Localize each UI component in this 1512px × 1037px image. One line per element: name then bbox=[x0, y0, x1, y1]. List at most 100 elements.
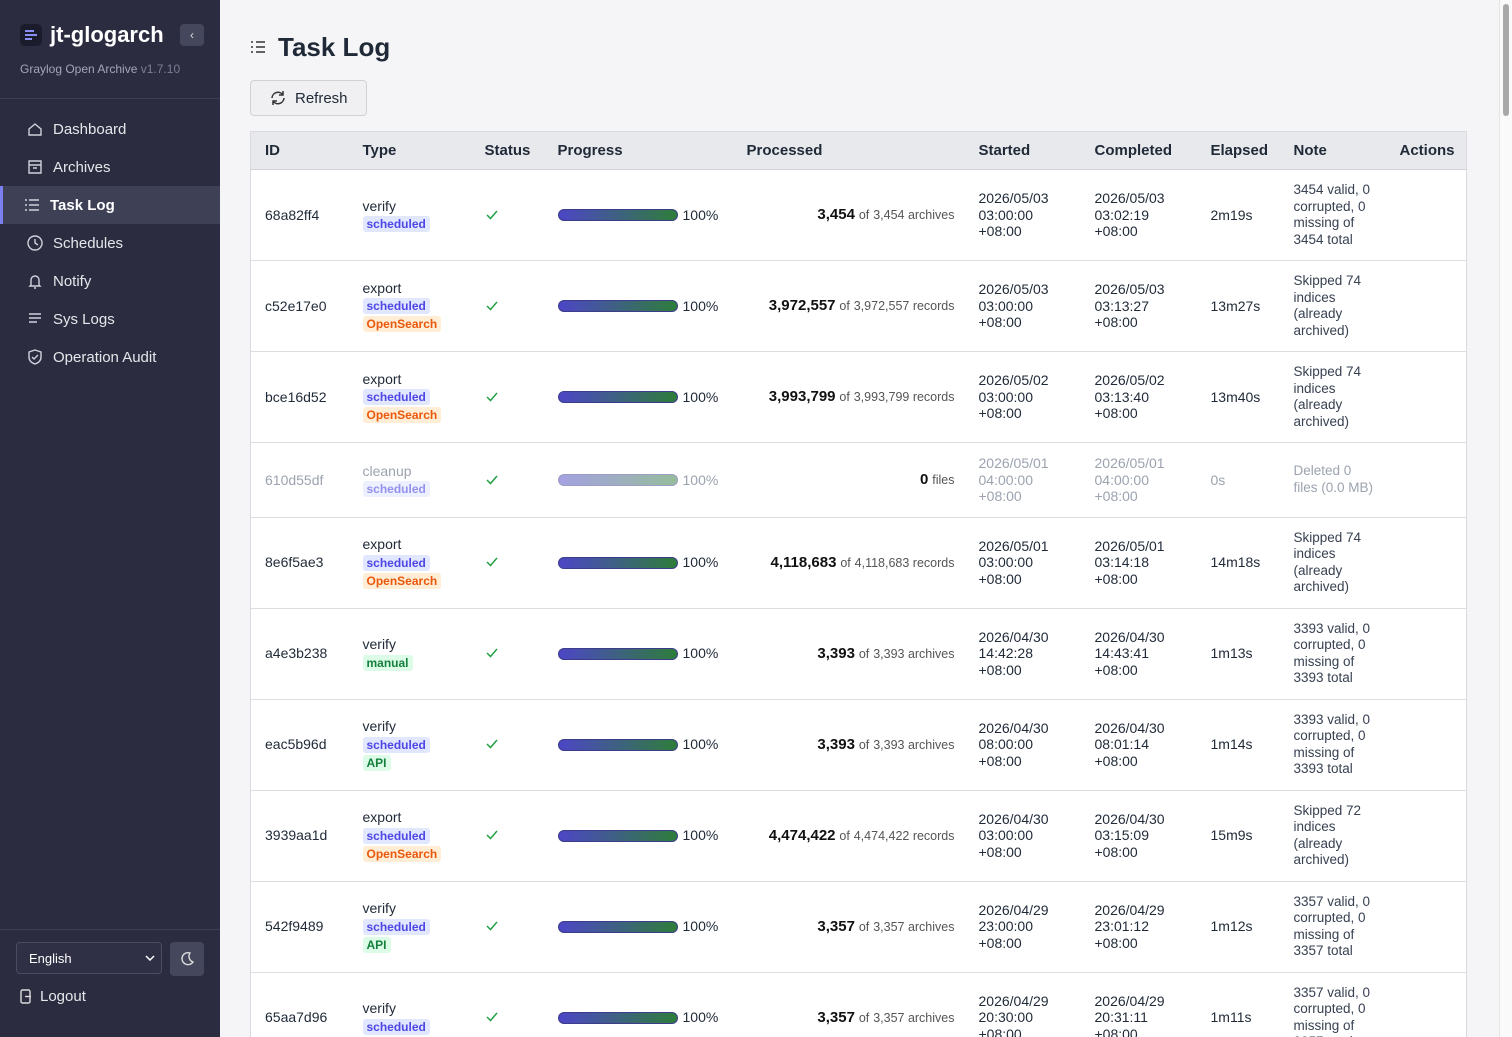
type-label: export bbox=[362, 279, 402, 296]
progress-cell: 100% bbox=[543, 169, 733, 261]
progress-label: 100% bbox=[682, 471, 719, 488]
task-id: 542f9489 bbox=[250, 881, 349, 973]
note: Skipped 74 indices (already archived) bbox=[1279, 260, 1386, 352]
task-row: a4e3b238 verify manual 100% 3,393 of 3,393 a… bbox=[250, 608, 1467, 700]
status bbox=[470, 442, 544, 518]
tag-wrap: scheduled bbox=[362, 1017, 461, 1035]
nav-label: Archives bbox=[53, 158, 111, 176]
table-body: 68a82ff4 verify scheduled 100% 3,454 of 3,45… bbox=[250, 169, 1467, 1037]
actions bbox=[1385, 608, 1467, 700]
actions bbox=[1385, 790, 1467, 882]
column-header: Note bbox=[1279, 131, 1386, 170]
nav-item[interactable]: Task Log bbox=[0, 186, 220, 224]
nav-icon bbox=[28, 160, 42, 174]
elapsed: 1m14s bbox=[1196, 699, 1280, 791]
processed-total: 3,972,557 records bbox=[853, 299, 955, 314]
progress-bar bbox=[557, 647, 678, 660]
brand-name: jt-glogarch bbox=[50, 22, 164, 47]
nav-icon bbox=[28, 349, 42, 365]
tag-wrap: OpenSearch bbox=[362, 571, 461, 589]
language-select[interactable]: English bbox=[16, 942, 163, 974]
tag-wrap: API bbox=[362, 935, 461, 953]
completed: 2026/05/01 03:14:18 +08:00 bbox=[1080, 517, 1197, 609]
task-row: 68a82ff4 verify scheduled 100% 3,454 of 3,45… bbox=[250, 169, 1467, 261]
task-id: 8e6f5ae3 bbox=[250, 517, 349, 609]
processed-count: 3,393 bbox=[817, 735, 855, 753]
progress-label: 100% bbox=[682, 297, 719, 314]
task-type: verify scheduled bbox=[348, 169, 471, 261]
nav-item[interactable]: Dashboard bbox=[0, 110, 220, 148]
progress: 100% bbox=[557, 918, 723, 935]
processed: 3,972,557 of 3,972,557 records bbox=[732, 260, 965, 352]
progress-cell: 100% bbox=[543, 351, 733, 443]
refresh-button[interactable]: Refresh bbox=[250, 80, 367, 116]
tag: scheduled bbox=[362, 216, 430, 233]
check-icon bbox=[485, 648, 498, 658]
nav-item[interactable]: Operation Audit bbox=[0, 338, 220, 376]
task-row: 542f9489 verify scheduled API 100% 3,357 of 3… bbox=[250, 881, 1467, 973]
status bbox=[470, 517, 544, 609]
language: English bbox=[29, 950, 72, 966]
actions bbox=[1385, 881, 1467, 973]
processed-total: 3,393 archives bbox=[873, 737, 955, 752]
processed-total: 3,357 archives bbox=[873, 919, 955, 934]
scrollbar[interactable] bbox=[1499, 0, 1512, 1037]
processed: 4,118,683 of 4,118,683 records bbox=[732, 517, 965, 609]
progress: 100% bbox=[557, 471, 723, 489]
note: 3454 valid, 0 corrupted, 0 missing of 34… bbox=[1279, 169, 1386, 261]
note: Skipped 74 indices (already archived) bbox=[1279, 351, 1386, 443]
tag-wrap: API bbox=[362, 753, 461, 771]
tag-wrap: OpenSearch bbox=[362, 844, 461, 862]
type-label: verify bbox=[362, 1000, 396, 1017]
logout[interactable]: Logout bbox=[16, 988, 204, 1005]
task-type: export scheduled OpenSearch bbox=[348, 260, 471, 352]
scroll-thumb[interactable] bbox=[1503, 4, 1509, 116]
processed-count: 3,357 bbox=[817, 917, 855, 935]
elapsed: 13m40s bbox=[1196, 351, 1280, 443]
elapsed: 0s bbox=[1196, 442, 1280, 518]
nav-item[interactable]: Schedules bbox=[0, 224, 220, 262]
column-header: Elapsed bbox=[1196, 131, 1280, 170]
processed: 3,993,799 of 3,993,799 records bbox=[732, 351, 965, 443]
nav-item[interactable]: Archives bbox=[0, 148, 220, 186]
page-title: Task Log bbox=[278, 31, 391, 62]
task-type: export scheduled OpenSearch bbox=[348, 517, 471, 609]
status bbox=[470, 881, 544, 973]
task-type: verify scheduled API bbox=[348, 881, 471, 973]
nav-label: Sys Logs bbox=[53, 310, 115, 328]
started: 2026/04/30 08:00:00 +08:00 bbox=[964, 699, 1081, 791]
nav-icon bbox=[25, 199, 39, 211]
type-label: export bbox=[362, 370, 402, 387]
progress-bar bbox=[557, 829, 678, 842]
completed: 2026/05/03 03:02:19 +08:00 bbox=[1080, 169, 1197, 261]
nav-item[interactable]: Sys Logs bbox=[0, 300, 220, 338]
nav-icon bbox=[28, 275, 42, 289]
type-label: export bbox=[362, 809, 402, 826]
theme-toggle[interactable] bbox=[170, 942, 204, 976]
task-id: eac5b96d bbox=[250, 699, 349, 791]
task-row: 65aa7d96 verify scheduled 100% 3,357 of 3,35… bbox=[250, 972, 1467, 1037]
of-label: of bbox=[840, 555, 851, 570]
check-icon bbox=[485, 475, 498, 485]
of-label: of bbox=[858, 1010, 870, 1025]
started: 2026/04/29 23:00:00 +08:00 bbox=[964, 881, 1081, 973]
task-type: verify scheduled API bbox=[348, 699, 471, 791]
tag: scheduled bbox=[362, 554, 430, 571]
processed-total: 4,474,422 records bbox=[853, 828, 955, 843]
note: Skipped 72 indices (already archived) bbox=[1279, 790, 1386, 882]
processed-total: 3,357 archives bbox=[873, 1010, 955, 1025]
collapse-button[interactable]: ‹ bbox=[180, 24, 204, 46]
completed: 2026/04/30 08:01:14 +08:00 bbox=[1080, 699, 1197, 791]
tag: OpenSearch bbox=[362, 407, 442, 424]
status bbox=[470, 699, 544, 791]
progress-cell: 100% bbox=[543, 517, 733, 609]
progress-label: 100% bbox=[682, 388, 719, 405]
nav-item[interactable]: Notify bbox=[0, 262, 220, 300]
actions bbox=[1385, 972, 1467, 1037]
progress: 100% bbox=[557, 827, 723, 844]
started: 2026/05/03 03:00:00 +08:00 bbox=[964, 169, 1081, 261]
tag: OpenSearch bbox=[362, 572, 442, 589]
progress-bar bbox=[557, 209, 678, 221]
column-header: Processed bbox=[732, 131, 965, 170]
